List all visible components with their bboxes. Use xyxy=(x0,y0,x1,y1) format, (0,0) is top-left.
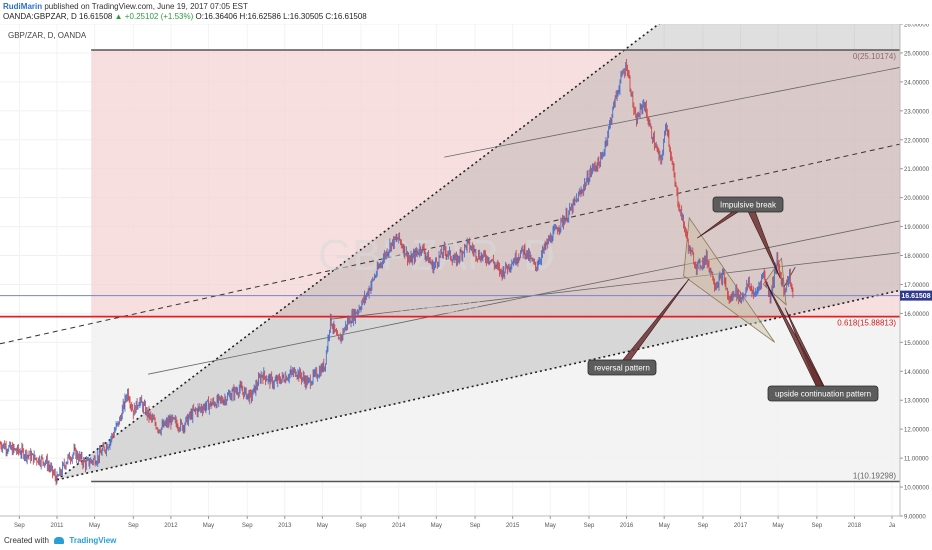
price-tick-label: 21.00000 xyxy=(904,167,930,173)
time-tick-label: Sep xyxy=(470,523,481,529)
price-chart[interactable]: GBPZAR, D GBP/ZAR Impulsive break reversa… xyxy=(0,23,932,530)
current-price-tag-box xyxy=(900,290,932,301)
chart-header: RudiMarin published on TradingView.com, … xyxy=(0,0,932,22)
price-series xyxy=(0,58,794,486)
price-tick-label: 11.00000 xyxy=(904,457,929,463)
time-tick-label: 2015 xyxy=(506,523,520,529)
symbol-line: OANDA:GBPZAR, D 16.61508 xyxy=(3,12,113,21)
callout-box xyxy=(712,196,784,213)
callout-box xyxy=(767,385,879,402)
fib-level-0-label: 0(25.10174) xyxy=(853,52,896,61)
time-tick-label: 2013 xyxy=(278,523,292,529)
callout-box xyxy=(587,359,657,376)
tradingview-brand: TradingView xyxy=(69,536,117,545)
time-tick-label: May xyxy=(772,523,783,529)
tradingview-logo-icon xyxy=(54,537,65,545)
watermark-small: GBP/ZAR xyxy=(398,297,481,318)
chart-area[interactable]: GBPZAR, D GBP/ZAR Impulsive break reversa… xyxy=(0,23,932,535)
current-price-tag: 16.61508 xyxy=(900,290,932,301)
current-price-tag-label: 16.61508 xyxy=(901,293,930,300)
publish-text: published on TradingView.com, June 19, 2… xyxy=(44,2,248,11)
time-tick-label: Sep xyxy=(14,523,25,529)
price-axis-background xyxy=(900,24,932,530)
time-tick-label: May xyxy=(203,523,214,529)
price-tick-label: 16.00000 xyxy=(904,312,930,318)
time-tick-label: May xyxy=(659,523,670,529)
time-tick-label: Sep xyxy=(584,523,595,529)
price-tick-label: 22.00000 xyxy=(904,138,930,144)
price-tick-label: 20.00000 xyxy=(904,196,930,202)
time-tick-label: 2017 xyxy=(734,523,748,529)
fan-line-3 xyxy=(330,252,900,320)
price-tick-label: 10.00000 xyxy=(904,486,930,492)
fan-line-2 xyxy=(148,220,900,375)
footer: Created with TradingView xyxy=(0,530,932,550)
time-axis[interactable]: Sep 2011 May Sep 2012 May Sep 2013 May Sep 2014 May… xyxy=(14,516,896,529)
fan-line-1 xyxy=(444,67,900,158)
time-tick-label: Sep xyxy=(242,523,253,529)
time-tick-label: 2014 xyxy=(392,523,406,529)
median-line xyxy=(0,143,900,345)
time-tick-label: Ja xyxy=(889,523,896,529)
price-tick-label: 17.00000 xyxy=(904,283,930,289)
price-tick-label: 23.00000 xyxy=(904,109,930,115)
time-tick-label: May xyxy=(317,523,328,529)
author-link[interactable]: RudiMarin xyxy=(3,2,43,11)
time-tick-label: 2011 xyxy=(51,523,65,529)
price-tick-label: 25.00000 xyxy=(904,51,930,57)
callout-label: reversal pattern xyxy=(594,364,650,373)
callout-label: Impulsive break xyxy=(720,201,777,210)
price-tick-label: 9.00000 xyxy=(904,515,926,521)
upper-trendline xyxy=(56,24,661,481)
price-tick-label: 18.00000 xyxy=(904,254,930,260)
price-tick-label: 15.00000 xyxy=(904,341,930,347)
time-tick-label: May xyxy=(545,523,556,529)
publish-info: RudiMarin published on TradingView.com, … xyxy=(3,2,248,11)
time-tick-label: May xyxy=(89,523,100,529)
price-tick-label: 26.00000 xyxy=(904,24,930,29)
callout-label: upside continuation pattern xyxy=(775,390,871,399)
price-axis[interactable]: 26.00000 25.00000 24.00000 23.00000 22.00000… xyxy=(900,23,930,521)
time-tick-label: Sep xyxy=(811,523,822,529)
reversal-wedge xyxy=(683,216,776,343)
time-tick-label: May xyxy=(431,523,442,529)
time-tick-label: 2012 xyxy=(164,523,178,529)
fib-level-0618-label: 0.618(15.88813) xyxy=(837,319,896,328)
price-tick-label: 12.00000 xyxy=(904,428,930,434)
lower-trendline xyxy=(56,289,900,481)
annotations: Impulsive break reversal pattern upside co… xyxy=(587,196,879,402)
time-tick-label: 2018 xyxy=(848,523,862,529)
price-tick-label: 24.00000 xyxy=(904,80,930,86)
fib-level-1-label: 1(10.19298) xyxy=(853,471,896,480)
price-change: ▲ +0.25102 (+1.53%) xyxy=(114,12,194,21)
time-tick-label: Sep xyxy=(356,523,367,529)
created-with-text: Created with xyxy=(4,536,49,545)
created-with[interactable]: Created with TradingView xyxy=(4,536,116,545)
price-tick-label: 13.00000 xyxy=(904,399,930,405)
time-tick-label: Sep xyxy=(698,523,709,529)
watermark-big: GBPZAR, D xyxy=(318,231,555,280)
price-tick-label: 19.00000 xyxy=(904,225,930,231)
time-tick-label: Sep xyxy=(128,523,139,529)
symbol-info: OANDA:GBPZAR, D 16.61508 ▲ +0.25102 (+1.… xyxy=(3,12,367,21)
ohlc-values: O:16.36406 H:16.62586 L:16.30505 C:16.61… xyxy=(195,12,367,21)
price-tick-label: 14.00000 xyxy=(904,370,930,376)
pair-label: GBP/ZAR, D, OANDA xyxy=(8,31,87,40)
time-tick-label: 2016 xyxy=(620,523,634,529)
